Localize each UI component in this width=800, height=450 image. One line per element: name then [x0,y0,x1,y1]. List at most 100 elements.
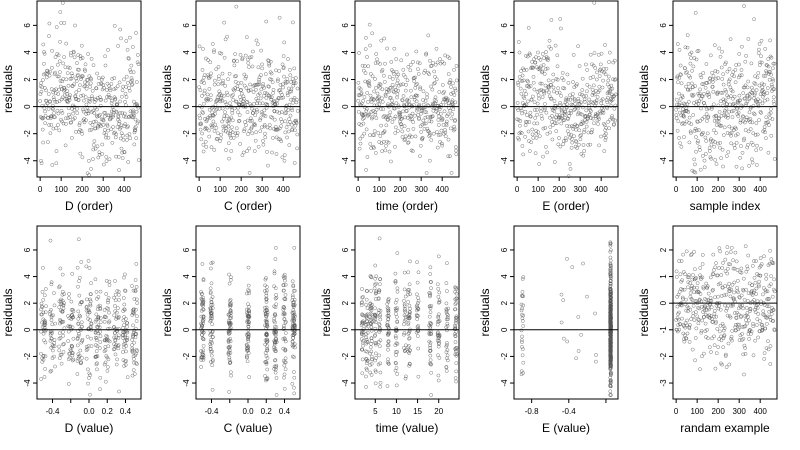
scatter-point [707,92,711,97]
scatter-point [449,171,454,175]
scatter-point [254,130,258,135]
scatter-point [75,61,79,65]
scatter-point [704,139,709,143]
scatter-point [65,89,70,94]
scatter-point [543,126,548,130]
scatter-point [130,337,134,342]
scatter-point [256,144,261,149]
scatter-point [364,315,369,319]
scatter-point [771,95,776,100]
scatter-point [445,289,449,293]
scatter-point [385,46,389,51]
scatter-point [594,101,599,105]
scatter-point [753,310,758,314]
scatter-point [245,118,250,123]
scatter-point [596,115,601,120]
scatter-point [40,85,44,90]
scatter-point [520,111,524,116]
scatter-point [542,91,547,96]
scatter-point [703,152,708,156]
scatter-point [209,302,214,307]
scatter-point [406,292,410,297]
y-axis-title: residuals [1,65,15,113]
scatter-point [48,309,53,314]
scatter-point [241,150,246,155]
scatter-point [757,47,761,52]
scatter-point [526,99,530,104]
scatter-point [720,49,724,54]
scatter-point [724,60,728,65]
scatter-point [518,123,522,128]
scatter-point [367,22,372,27]
scatter-point [107,157,112,162]
scatter-point [132,340,136,345]
scatter-point [725,115,730,120]
scatter-point [373,151,378,155]
scatter-point [416,346,421,351]
scatter-point [759,38,764,43]
scatter-point [434,46,439,51]
scatter-point [58,39,62,44]
scatter-point [682,122,687,126]
scatter-point [546,56,550,61]
x-tick-label: 0 [515,185,520,194]
scatter-point [372,286,377,291]
scatter-point [94,312,99,317]
scatter-point [214,107,219,112]
scatter-point [363,349,368,354]
scatter-point [114,316,118,321]
scatter-point [696,48,701,53]
scatter-point [704,112,709,116]
scatter-point [535,112,539,117]
scatter-point [292,297,297,302]
scatter-point [570,265,575,269]
scatter-point [199,325,204,329]
scatter-point [437,319,442,323]
scatter-point [721,345,726,350]
scatter-point [208,290,213,294]
scatter-point [222,114,227,118]
scatter-point [208,97,213,102]
scatter-point [113,352,118,357]
scatter-point [131,334,136,338]
scatter-point [684,308,689,313]
scatter-point [201,319,205,324]
scatter-point [82,98,86,103]
scatter-point [712,343,717,348]
scatter-point [103,98,108,103]
scatter-point [380,87,385,92]
scatter-point [373,358,377,363]
scatter-point [208,319,213,324]
scatter-point [47,123,52,127]
scatter-point [381,107,386,112]
scatter-point [102,315,107,320]
scatter-point [295,146,299,151]
scatter-point [748,307,753,312]
scatter-point [261,82,266,86]
scatter-point [758,99,762,104]
scatter-point [291,314,295,319]
scatter-point [769,72,773,77]
scatter-point [393,114,398,119]
scatter-point [598,62,603,67]
scatter-point [129,83,134,87]
scatter-point [678,141,682,146]
scatter-point [605,82,610,87]
scatter-point [745,85,750,90]
scatter-point [272,343,277,347]
scatter-point [527,120,532,124]
scatter-point [431,131,436,136]
scatter-point [134,136,139,141]
scatter-point [200,110,205,114]
scatter-point [572,108,576,112]
scatter-point [692,290,697,294]
x-tick-label: -0.4 [205,407,219,416]
scatter-point [47,34,51,38]
scatter-point [94,290,99,294]
scatter-point [682,114,686,119]
scatter-point [675,75,680,80]
scatter-point [114,102,119,106]
scatter-point [40,312,44,317]
scatter-point [393,360,398,365]
scatter-point [201,47,205,51]
